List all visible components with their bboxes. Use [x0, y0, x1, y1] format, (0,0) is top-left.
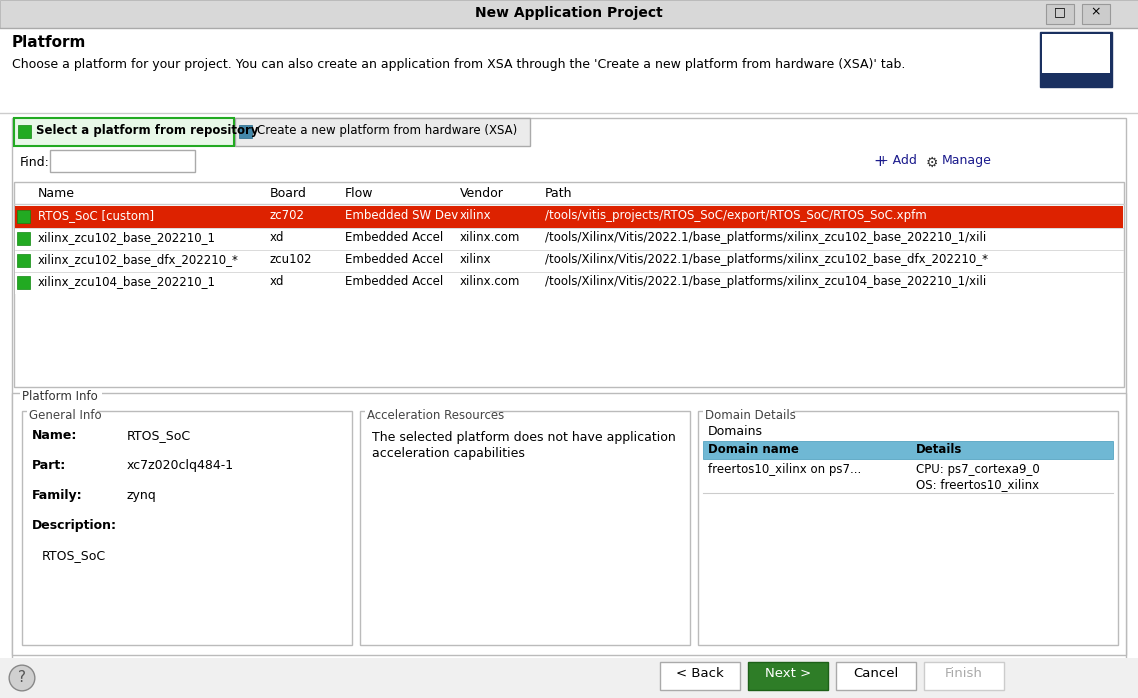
Bar	[20, 392, 102, 404]
Text: /tools/Xilinx/Vitis/2022.1/base_platforms/xilinx_zcu102_base_dfx_202210_*: /tools/Xilinx/Vitis/2022.1/base_platform…	[545, 253, 988, 266]
Text: xd: xd	[270, 231, 284, 244]
Text: Next >: Next >	[765, 667, 811, 680]
Bar	[924, 662, 1004, 690]
Text: xilinx_zcu104_base_202210_1: xilinx_zcu104_base_202210_1	[38, 275, 216, 288]
Text: Find:: Find:	[20, 156, 50, 169]
Text: Choose a platform for your project. You can also create an application from XSA : Choose a platform for your project. You …	[13, 58, 906, 71]
Text: RTOS_SoC [custom]: RTOS_SoC [custom]	[38, 209, 154, 222]
Text: Embedded Accel: Embedded Accel	[345, 253, 443, 266]
Bar	[18, 125, 31, 138]
Text: CPU: ps7_cortexa9_0: CPU: ps7_cortexa9_0	[916, 463, 1040, 476]
Text: ⚙: ⚙	[926, 156, 939, 170]
Text: xc7z020clq484-1: xc7z020clq484-1	[127, 459, 234, 472]
Text: ×: ×	[1090, 5, 1102, 18]
Bar	[1046, 4, 1074, 24]
Text: RTOS_SoC: RTOS_SoC	[42, 549, 106, 562]
Text: Acceleration Resources: Acceleration Resources	[366, 409, 504, 422]
Bar	[15, 250, 1123, 272]
Text: zynq: zynq	[127, 489, 157, 502]
Bar	[1040, 32, 1112, 87]
Bar	[17, 232, 30, 245]
Bar	[360, 411, 690, 645]
Text: Vendor: Vendor	[460, 187, 504, 200]
Bar	[703, 441, 1113, 459]
Text: RTOS_SoC: RTOS_SoC	[127, 429, 191, 442]
Text: /tools/Xilinx/Vitis/2022.1/base_platforms/xilinx_zcu104_base_202210_1/xili: /tools/Xilinx/Vitis/2022.1/base_platform…	[545, 275, 987, 288]
Text: zcu102: zcu102	[270, 253, 313, 266]
Bar	[13, 118, 1125, 660]
Text: Manage: Manage	[942, 154, 992, 167]
Bar	[236, 118, 530, 146]
Text: xilinx.com: xilinx.com	[460, 231, 520, 244]
Bar	[15, 272, 1123, 294]
Bar	[1067, 34, 1075, 39]
Bar	[13, 393, 1125, 655]
Text: xd: xd	[270, 275, 284, 288]
Text: +: +	[873, 154, 885, 169]
Bar	[1082, 4, 1110, 24]
Text: Platform Info: Platform Info	[22, 390, 98, 403]
Text: Name: Name	[38, 187, 75, 200]
Bar	[22, 411, 352, 645]
Bar	[17, 276, 30, 289]
Text: Finish: Finish	[945, 667, 983, 680]
Bar	[50, 150, 195, 172]
Bar	[1058, 34, 1065, 39]
Text: The selected platform does not have application: The selected platform does not have appl…	[372, 431, 676, 444]
Text: Details: Details	[916, 443, 963, 456]
Bar	[14, 118, 234, 146]
Text: /tools/Xilinx/Vitis/2022.1/base_platforms/xilinx_zcu102_base_202210_1/xili: /tools/Xilinx/Vitis/2022.1/base_platform…	[545, 231, 987, 244]
Bar	[17, 210, 30, 223]
Bar	[698, 411, 1118, 645]
Text: xilinx_zcu102_base_202210_1: xilinx_zcu102_base_202210_1	[38, 231, 216, 244]
Text: Select a platform from repository: Select a platform from repository	[36, 124, 258, 137]
Text: Part:: Part:	[32, 459, 66, 472]
Bar	[1042, 34, 1110, 73]
Bar	[239, 125, 251, 138]
Text: xilinx: xilinx	[460, 209, 492, 222]
Text: Embedded Accel: Embedded Accel	[345, 275, 443, 288]
Text: General Info: General Info	[28, 409, 101, 422]
Text: ?: ?	[18, 671, 26, 685]
Text: Domains: Domains	[708, 425, 762, 438]
Bar	[660, 662, 740, 690]
Text: OS: freertos10_xilinx: OS: freertos10_xilinx	[916, 478, 1039, 491]
Bar	[1048, 34, 1055, 39]
Text: /tools/vitis_projects/RTOS_SoC/export/RTOS_SoC/RTOS_SoC.xpfm: /tools/vitis_projects/RTOS_SoC/export/RT…	[545, 209, 926, 222]
Text: Embedded SW Dev: Embedded SW Dev	[345, 209, 459, 222]
Bar	[748, 662, 828, 690]
Text: □: □	[1054, 5, 1066, 18]
Text: Description:: Description:	[32, 519, 117, 532]
Text: + Add: + Add	[879, 154, 917, 167]
Text: acceleration capabilities: acceleration capabilities	[372, 447, 525, 460]
Bar	[14, 182, 1124, 387]
Bar	[27, 410, 97, 421]
Bar	[836, 662, 916, 690]
Text: New Application Project: New Application Project	[476, 6, 662, 20]
Bar	[0, 0, 1138, 28]
Text: xilinx.com: xilinx.com	[460, 275, 520, 288]
Bar	[365, 410, 490, 421]
Text: Embedded Accel: Embedded Accel	[345, 231, 443, 244]
Bar	[15, 228, 1123, 250]
Bar	[0, 658, 1138, 698]
Text: freertos10_xilinx on ps7...: freertos10_xilinx on ps7...	[708, 463, 861, 476]
Text: < Back: < Back	[676, 667, 724, 680]
Text: Flow: Flow	[345, 187, 373, 200]
Text: Domain Details: Domain Details	[706, 409, 795, 422]
Bar	[703, 410, 793, 421]
Text: xilinx_zcu102_base_dfx_202210_*: xilinx_zcu102_base_dfx_202210_*	[38, 253, 239, 266]
Text: Path: Path	[545, 187, 572, 200]
Text: xilinx: xilinx	[460, 253, 492, 266]
Text: Board: Board	[270, 187, 307, 200]
Bar	[17, 254, 30, 267]
Bar	[15, 206, 1123, 228]
Text: Name:: Name:	[32, 429, 77, 442]
Text: Cancel: Cancel	[854, 667, 899, 680]
Text: zc702: zc702	[270, 209, 305, 222]
Text: Domain name: Domain name	[708, 443, 799, 456]
Text: Create a new platform from hardware (XSA): Create a new platform from hardware (XSA…	[257, 124, 518, 137]
Text: Family:: Family:	[32, 489, 83, 502]
Text: Platform: Platform	[13, 35, 86, 50]
